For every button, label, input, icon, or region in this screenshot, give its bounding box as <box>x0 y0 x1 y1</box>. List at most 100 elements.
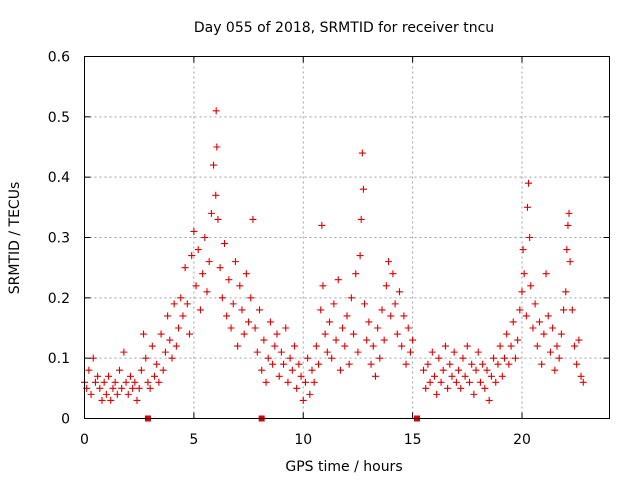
data-point <box>308 366 316 374</box>
data-point <box>291 342 298 350</box>
data-point <box>380 336 388 344</box>
data-point <box>549 324 557 332</box>
data-point <box>404 324 412 332</box>
data-point <box>297 372 305 380</box>
data-point <box>242 270 250 278</box>
data-point <box>166 336 174 344</box>
data-point <box>89 354 97 362</box>
data-point <box>455 366 463 374</box>
x-axis-label: GPS time / hours <box>285 459 402 475</box>
data-point <box>448 372 456 380</box>
data-point <box>326 318 333 326</box>
data-point <box>529 324 537 332</box>
y-axis-label: SRMTID / TECUs <box>7 182 23 295</box>
data-point <box>280 360 288 368</box>
data-point <box>444 384 452 392</box>
data-point <box>540 330 548 338</box>
data-point <box>183 300 191 308</box>
data-point <box>144 378 152 386</box>
data-point <box>164 312 172 320</box>
data-point <box>203 288 211 296</box>
data-point <box>124 390 132 398</box>
data-point <box>295 360 303 368</box>
data-point <box>476 378 484 386</box>
data-point <box>487 372 495 380</box>
data-point <box>245 318 253 326</box>
data-point <box>345 360 353 368</box>
data-point <box>420 366 428 374</box>
data-point <box>146 384 154 392</box>
data-point <box>142 354 150 362</box>
data-point <box>424 360 432 368</box>
data-point <box>472 366 480 374</box>
data-point <box>192 282 200 290</box>
data-point <box>450 348 458 356</box>
data-point <box>538 360 546 368</box>
data-point <box>225 276 233 284</box>
data-point <box>374 324 382 332</box>
data-point <box>560 306 568 314</box>
x-tick-label: 15 <box>404 432 422 448</box>
data-point <box>205 258 213 266</box>
data-point <box>334 276 342 284</box>
data-point <box>299 396 307 404</box>
data-point <box>293 384 301 392</box>
data-point <box>439 366 447 374</box>
x-tick-label: 20 <box>513 432 531 448</box>
data-point <box>339 324 347 332</box>
data-point <box>367 360 375 368</box>
data-point <box>565 209 573 217</box>
data-point <box>522 312 530 320</box>
data-point <box>140 330 148 338</box>
data-point <box>137 366 145 374</box>
data-point <box>87 390 95 398</box>
data-point <box>275 372 283 380</box>
data-point <box>196 306 204 314</box>
data-point <box>151 372 158 380</box>
data-point <box>542 270 550 278</box>
data-point <box>260 336 268 344</box>
data-point <box>256 306 263 314</box>
data-point <box>201 234 209 241</box>
data-point <box>238 306 246 314</box>
data-point <box>323 348 331 356</box>
data-point <box>317 306 325 314</box>
data-point <box>133 396 141 404</box>
data-point <box>319 282 327 290</box>
y-tick-label: 0.2 <box>48 291 70 307</box>
data-point <box>301 378 309 386</box>
x-tick-labels: 0 5 10 15 20 <box>80 432 531 448</box>
data-point <box>356 252 364 260</box>
data-point <box>269 360 277 368</box>
data-point <box>214 215 222 223</box>
data-point <box>406 348 414 356</box>
data-point <box>483 366 491 374</box>
data-point <box>509 318 517 326</box>
data-point <box>398 342 406 350</box>
data-point <box>227 324 235 332</box>
data-point <box>116 366 123 374</box>
data-point <box>459 354 467 362</box>
data-point <box>91 378 99 386</box>
data-point <box>131 378 139 386</box>
x-tick-label: 0 <box>80 432 89 448</box>
data-point <box>306 390 314 398</box>
chart-title: Day 055 of 2018, SRMTID for receiver tnc… <box>194 20 494 36</box>
grid-lines <box>84 56 610 419</box>
data-point <box>507 342 515 350</box>
data-point <box>526 234 534 241</box>
data-point <box>474 348 482 356</box>
data-point <box>400 312 408 320</box>
data-point <box>363 336 371 344</box>
data-point <box>431 372 438 380</box>
data-point <box>210 161 218 169</box>
data-point <box>221 240 228 248</box>
data-point <box>562 288 570 296</box>
data-point <box>573 360 581 368</box>
data-point <box>369 342 377 350</box>
data-point <box>359 185 367 193</box>
data-point <box>251 324 259 332</box>
data-point <box>282 324 290 332</box>
data-point <box>479 360 487 368</box>
data-point <box>304 354 312 362</box>
